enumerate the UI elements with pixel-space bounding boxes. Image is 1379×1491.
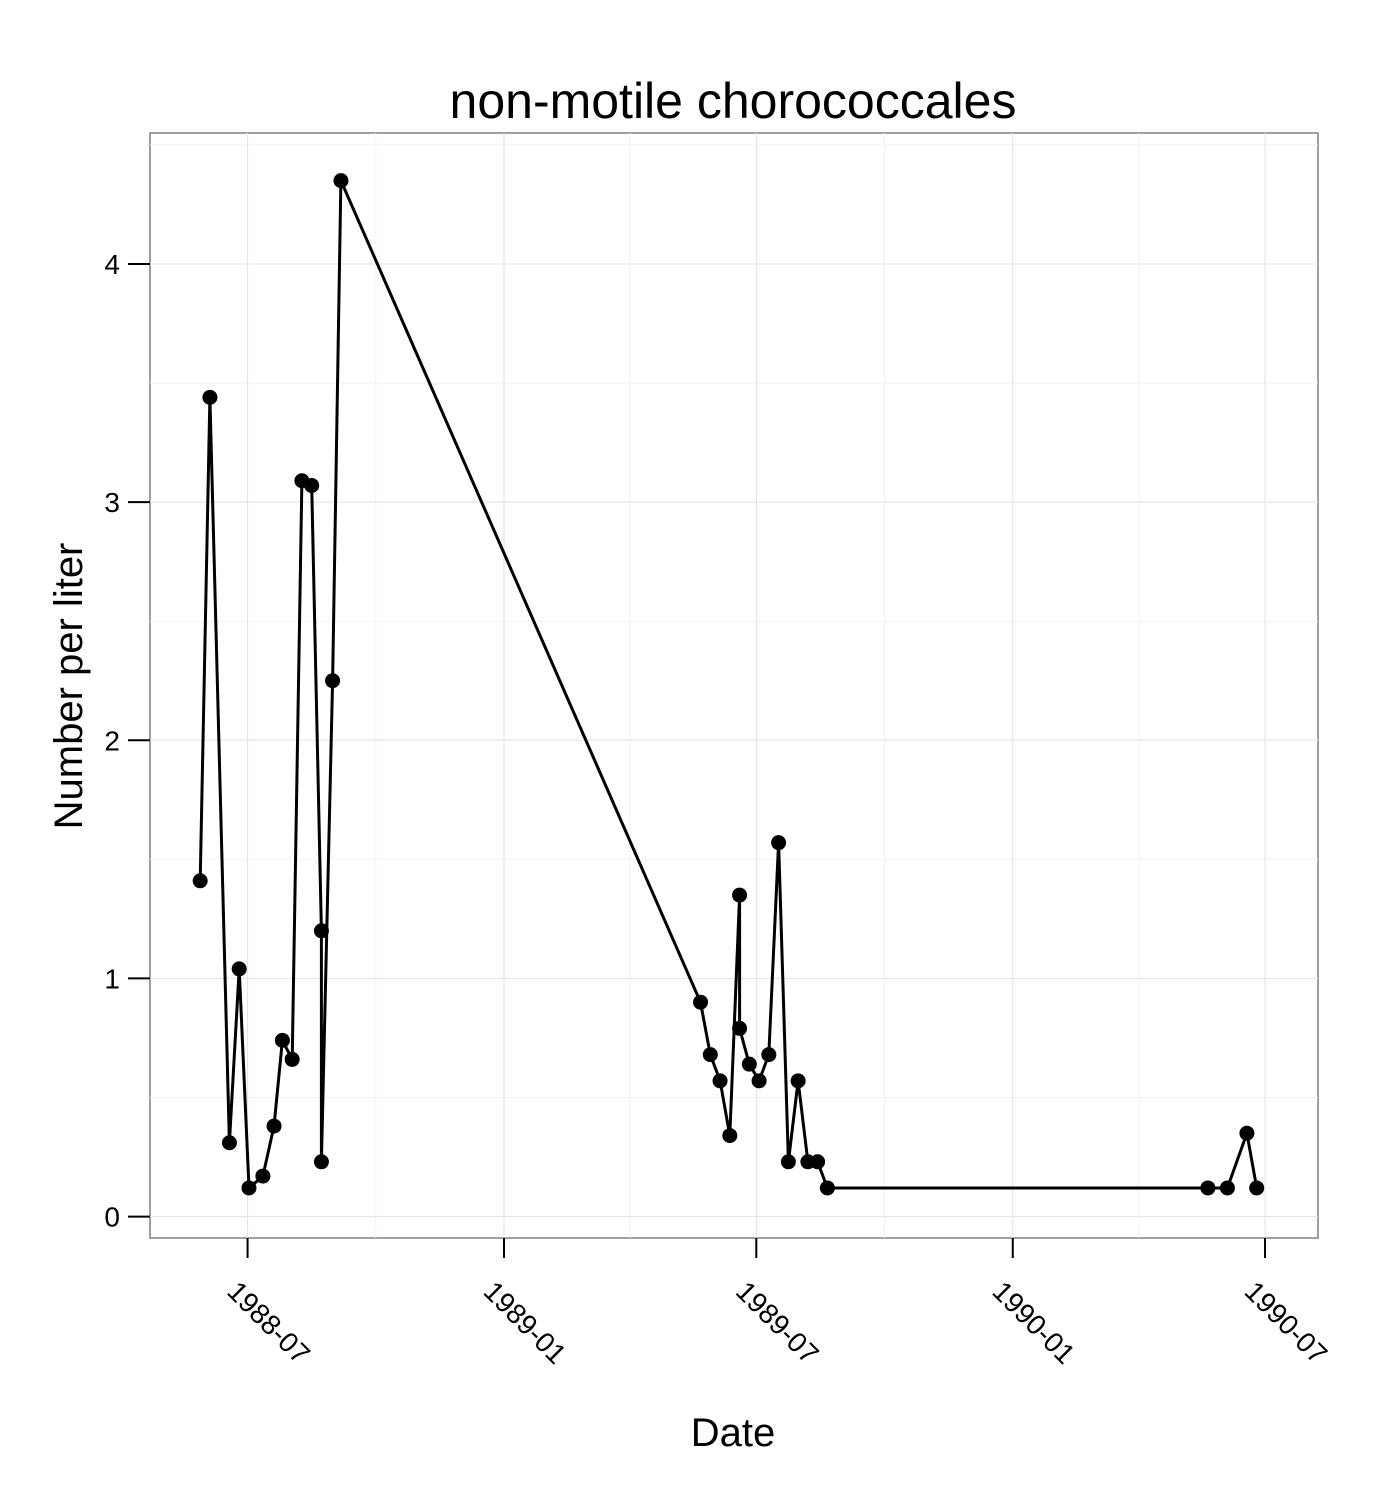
data-point	[221, 1135, 237, 1151]
data-point	[712, 1073, 728, 1089]
x-tick-label: 1988-07	[221, 1275, 316, 1370]
data-point	[819, 1180, 835, 1196]
x-tick-label: 1989-07	[730, 1275, 825, 1370]
data-point	[741, 1056, 757, 1072]
y-tick-label: 3	[104, 487, 120, 518]
data-point	[693, 994, 709, 1010]
chart-title: non-motile chorococcales	[450, 73, 1017, 129]
plot-panel	[149, 132, 1319, 1239]
data-point	[1239, 1125, 1255, 1141]
data-point	[1200, 1180, 1216, 1196]
x-tick-labels: 1988-07 1989-01 1989-07 1990-01 1990-07	[221, 1275, 1333, 1370]
axis-ticks	[128, 262, 1267, 1258]
data-point	[722, 1128, 738, 1144]
data-point	[266, 1118, 282, 1134]
y-tick-label: 2	[104, 725, 120, 756]
y-tick-label: 0	[104, 1202, 120, 1233]
data-point	[732, 887, 748, 903]
data-point	[771, 835, 787, 851]
data-point	[333, 173, 349, 189]
data-point	[1219, 1180, 1235, 1196]
data-point	[732, 1020, 748, 1036]
data-point	[1249, 1180, 1265, 1196]
data-point	[274, 1032, 290, 1048]
y-axis-title: Number per liter	[47, 543, 91, 830]
data-point	[313, 1154, 329, 1170]
data-point	[304, 477, 320, 493]
x-tick-label: 1989-01	[478, 1275, 573, 1370]
data-point	[790, 1073, 806, 1089]
data-point	[231, 961, 247, 977]
x-tick-label: 1990-01	[987, 1275, 1082, 1370]
y-tick-label: 1	[104, 963, 120, 994]
data-point	[313, 923, 329, 939]
data-points	[192, 173, 1265, 1196]
grid-lines	[150, 133, 1318, 1238]
data-point	[780, 1154, 796, 1170]
data-point	[202, 389, 218, 405]
data-point	[241, 1180, 257, 1196]
y-tick-labels: 0 1 2 3 4	[104, 249, 120, 1233]
data-point	[284, 1051, 300, 1067]
data-point	[810, 1154, 826, 1170]
x-tick-label: 1990-07	[1239, 1275, 1334, 1370]
data-point	[192, 873, 208, 889]
y-tick-label: 4	[104, 249, 120, 280]
data-point	[325, 673, 341, 689]
x-axis-title: Date	[691, 1411, 776, 1455]
data-point	[702, 1047, 718, 1063]
data-point	[761, 1047, 777, 1063]
data-point	[751, 1073, 767, 1089]
data-point	[255, 1168, 271, 1184]
